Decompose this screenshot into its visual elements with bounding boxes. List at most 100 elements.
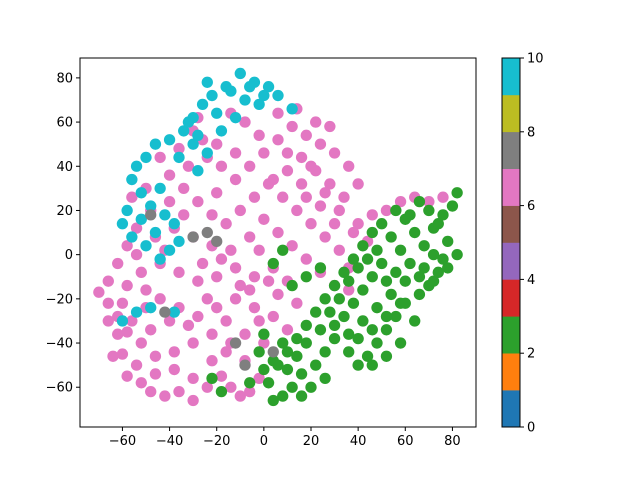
scatter-point-class-2 (291, 332, 303, 345)
scatter-point-class-2 (399, 275, 411, 287)
scatter-point-class-9 (253, 98, 265, 111)
scatter-point-class-6 (220, 315, 232, 327)
scatter-point-class-7 (239, 359, 251, 371)
colorbar-segment (502, 168, 520, 206)
scatter-point-class-6 (163, 315, 176, 327)
scatter-point-class-6 (286, 120, 298, 133)
scatter-point-class-9 (196, 98, 209, 111)
scatter-point-class-6 (300, 129, 312, 141)
scatter-point-class-2 (310, 359, 322, 371)
scatter-point-class-2 (432, 218, 444, 230)
scatter-point-class-2 (314, 324, 327, 336)
scatter-point-class-6 (234, 279, 246, 292)
scatter-point-class-6 (182, 160, 195, 172)
scatter-point-class-6 (253, 129, 265, 141)
scatter-point-class-9 (149, 138, 162, 150)
scatter-point-class-9 (121, 204, 133, 217)
scatter-point-class-2 (380, 275, 393, 287)
scatter-point-class-2 (277, 244, 289, 256)
scatter-point-class-2 (390, 266, 402, 278)
scatter-point-class-2 (409, 226, 421, 239)
scatter-point-class-6 (324, 120, 336, 133)
colorbar-segment (502, 279, 520, 317)
scatter-point-class-6 (121, 279, 133, 292)
scatter-point-class-2 (343, 328, 355, 340)
scatter-point-class-2 (319, 346, 331, 358)
scatter-point-class-2 (267, 257, 279, 270)
scatter-point-class-6 (277, 191, 289, 203)
scatter-point-class-2 (413, 195, 426, 208)
scatter-point-class-6 (394, 195, 407, 208)
scatter-point-class-6 (352, 218, 364, 230)
scatter-point-class-9 (173, 235, 185, 248)
colorbar-segment (502, 205, 520, 243)
scatter-point-class-6 (187, 372, 199, 385)
scatter-point-class-2 (338, 310, 350, 323)
colorbar-segment (502, 242, 520, 280)
scatter-point-class-6 (130, 359, 143, 371)
scatter-point-class-6 (423, 195, 435, 208)
scatter-point-class-6 (248, 271, 261, 283)
scatter-point-class-6 (112, 328, 124, 340)
scatter-point-class-9 (178, 125, 190, 137)
scatter-point-class-2 (409, 315, 421, 327)
scatter-point-class-2 (394, 297, 407, 309)
scatter-point-class-6 (135, 337, 147, 349)
scatter-point-class-9 (154, 182, 166, 195)
scatter-point-class-2 (418, 240, 430, 252)
colorbar-tick-label: 2 (527, 347, 535, 362)
scatter-point-class-2 (423, 279, 435, 292)
y-tick-label: −60 (46, 381, 73, 396)
scatter-point-class-6 (182, 319, 195, 332)
scatter-point-class-9 (201, 147, 213, 159)
colorbar-tick-label: 4 (527, 273, 535, 288)
scatter-point-class-7 (211, 235, 223, 248)
scatter-point-class-9 (206, 89, 218, 102)
scatter-point-class-2 (281, 346, 294, 358)
scatter-point-class-2 (319, 372, 331, 385)
scatter-point-class-2 (352, 332, 364, 345)
scatter-point-class-6 (267, 310, 279, 323)
colorbar-tick-label: 6 (527, 199, 535, 214)
colorbar-frame (501, 57, 521, 428)
points-layer (93, 67, 463, 407)
scatter-point-class-6 (93, 286, 105, 298)
scatter-point-class-9 (126, 173, 138, 186)
colorbar-tick-label: 10 (527, 52, 544, 67)
y-tick-label: 60 (56, 116, 73, 131)
scatter-point-class-6 (229, 293, 242, 305)
scatter-point-class-6 (239, 328, 251, 340)
scatter-point-class-6 (211, 187, 223, 199)
scatter-point-class-6 (211, 271, 223, 283)
scatter-point-class-2 (385, 231, 397, 243)
x-tick-label: −20 (203, 434, 230, 449)
scatter-point-class-2 (343, 275, 355, 287)
scatter-point-class-9 (234, 67, 246, 80)
scatter-point-class-9 (145, 200, 157, 212)
scatter-point-class-6 (281, 147, 294, 159)
scatter-point-class-6 (229, 147, 242, 159)
scatter-point-class-6 (211, 302, 223, 314)
scatter-point-class-6 (215, 160, 228, 172)
scatter-point-class-2 (404, 257, 416, 270)
scatter-point-class-6 (366, 209, 378, 221)
scatter-point-class-6 (281, 324, 294, 336)
scatter-point-class-9 (192, 165, 204, 177)
scatter-point-class-6 (380, 204, 393, 217)
colorbar-tick-label: 8 (527, 125, 535, 140)
scatter-point-class-9 (116, 218, 129, 230)
scatter-point-class-6 (291, 204, 303, 217)
scatter-point-class-9 (126, 231, 138, 243)
scatter-point-class-2 (427, 248, 440, 261)
scatter-point-class-9 (201, 76, 213, 88)
scatter-point-class-9 (211, 107, 223, 119)
scatter-point-class-6 (173, 385, 185, 398)
scatter-point-class-2 (347, 253, 360, 265)
scatter-point-class-6 (225, 381, 237, 393)
scatter-point-class-2 (258, 328, 270, 340)
scatter-point-class-2 (366, 324, 378, 336)
scatter-point-class-2 (286, 279, 298, 292)
scatter-point-class-6 (102, 275, 114, 287)
scatter-point-class-2 (291, 350, 303, 362)
scatter-point-class-6 (281, 165, 294, 177)
